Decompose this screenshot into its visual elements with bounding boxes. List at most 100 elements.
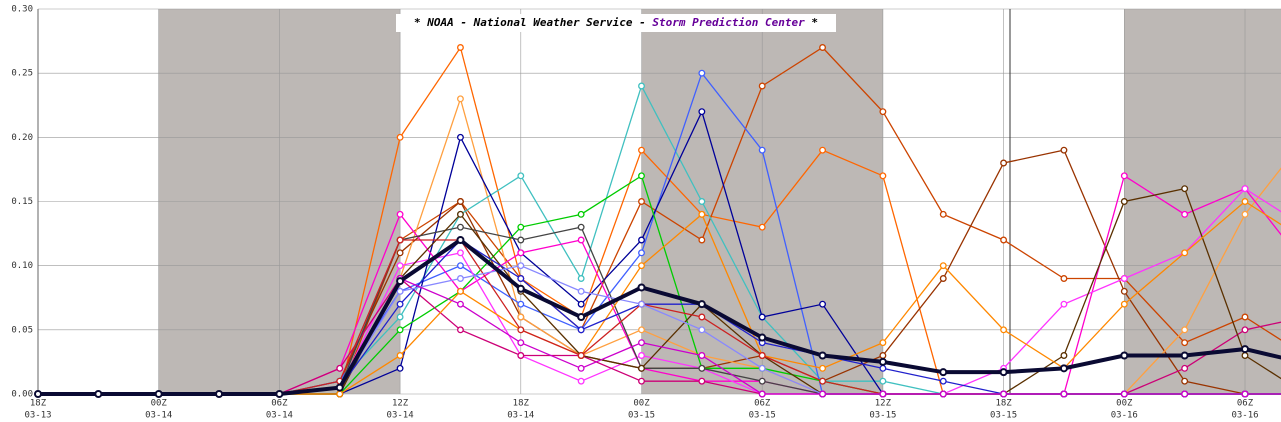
point [577, 377, 585, 385]
point [1241, 313, 1249, 321]
point [879, 390, 887, 398]
point [879, 352, 887, 359]
point [638, 198, 645, 205]
point [819, 364, 826, 372]
chart-title: * NOAA - National Weather Service - Stor… [414, 16, 818, 29]
plot [34, 44, 1281, 398]
point [1181, 377, 1189, 385]
point [638, 236, 645, 244]
point [516, 284, 525, 293]
point [697, 300, 706, 309]
point [638, 249, 645, 257]
point [999, 368, 1008, 377]
point [1241, 345, 1249, 354]
point [396, 287, 404, 295]
point [1120, 287, 1128, 295]
point [457, 287, 464, 295]
point [758, 352, 766, 359]
point [457, 133, 464, 141]
x-tick-label: 03-14 [145, 411, 172, 421]
point [1241, 390, 1249, 398]
point [638, 262, 645, 270]
point [457, 249, 464, 257]
point [1181, 210, 1189, 218]
point [1241, 198, 1249, 205]
title-box [396, 14, 836, 32]
point [1181, 339, 1189, 347]
point [517, 249, 525, 257]
point [638, 364, 645, 372]
point [879, 108, 887, 116]
point [638, 172, 645, 180]
title-part: * NOAA - National Weather Service - [414, 16, 652, 29]
point [517, 313, 525, 321]
point [698, 364, 706, 372]
point [698, 69, 706, 77]
y-tick-label: 0.05 [11, 325, 33, 335]
point [758, 377, 766, 385]
point [457, 326, 464, 334]
point [275, 390, 284, 398]
point [1120, 198, 1128, 205]
x-tick-label: 12Z [392, 399, 409, 409]
x-tick-label: 03-14 [507, 411, 534, 421]
point [1000, 326, 1008, 334]
point [517, 300, 525, 308]
x-tick-label: 03-15 [628, 411, 655, 421]
point [879, 364, 887, 372]
point [939, 275, 947, 282]
point [517, 223, 525, 231]
point [939, 262, 947, 270]
point [577, 313, 586, 321]
x-tick-label: 00Z [151, 399, 168, 409]
point [638, 82, 645, 90]
point [577, 287, 585, 295]
point [456, 236, 465, 244]
point [1120, 351, 1129, 360]
y-tick-label: 0.10 [11, 261, 33, 271]
point [457, 223, 464, 231]
point [396, 364, 404, 372]
point [457, 275, 464, 282]
point [457, 300, 464, 308]
point [758, 82, 766, 90]
point [1181, 249, 1189, 257]
point [1120, 300, 1128, 308]
x-tick-label: 18Z [513, 399, 530, 409]
point [215, 390, 224, 398]
point [396, 249, 404, 257]
point [154, 390, 163, 398]
point [819, 146, 826, 154]
point [577, 210, 585, 218]
series-line [38, 237, 1281, 396]
point [939, 390, 947, 398]
point [396, 352, 404, 359]
point [1120, 172, 1128, 180]
point [517, 262, 525, 270]
point [638, 339, 645, 347]
point [698, 352, 706, 359]
point [336, 364, 344, 372]
x-tick-label: 03-16 [1111, 411, 1138, 421]
point [396, 210, 404, 218]
x-tick-label: 18Z [30, 399, 47, 409]
x-tick-label: 03-14 [266, 411, 293, 421]
axis-labels: 0.00 0.05 0.10 0.15 0.20 0.25 0.30 18Z 03-13 00Z 0… [11, 5, 1258, 421]
y-tick-label: 0.15 [11, 197, 33, 207]
point [336, 390, 344, 398]
point [1241, 185, 1249, 193]
point [818, 351, 827, 360]
point [94, 390, 103, 398]
point [457, 262, 464, 270]
point [1000, 390, 1008, 398]
point [638, 146, 645, 154]
point [698, 198, 706, 205]
point [517, 172, 525, 180]
x-tick-label: 03-14 [387, 411, 414, 421]
point [1181, 326, 1189, 334]
point [396, 300, 404, 308]
point [1060, 390, 1068, 398]
point [517, 326, 525, 334]
x-tick-label: 12Z [875, 399, 892, 409]
x-tick-label: 18Z [995, 399, 1012, 409]
